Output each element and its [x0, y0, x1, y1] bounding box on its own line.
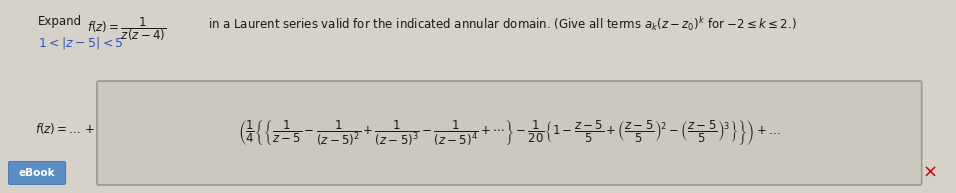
- Text: in a Laurent series valid for the indicated annular domain. (Give all terms $a_k: in a Laurent series valid for the indica…: [207, 15, 796, 33]
- Text: $f(z) = \dfrac{1}{z(z-4)}$: $f(z) = \dfrac{1}{z(z-4)}$: [87, 15, 166, 43]
- FancyBboxPatch shape: [97, 81, 922, 185]
- Text: $f(z) = \ldots\, +$: $f(z) = \ldots\, +$: [34, 120, 95, 135]
- Text: $\left(\dfrac{1}{4}\left\{\left\{\dfrac{1}{z-5} - \dfrac{1}{(z-5)^2} + \dfrac{1}: $\left(\dfrac{1}{4}\left\{\left\{\dfrac{…: [238, 118, 781, 148]
- Text: eBook: eBook: [19, 168, 55, 178]
- Text: Expand: Expand: [37, 15, 81, 28]
- Text: $\times$: $\times$: [923, 163, 937, 181]
- Text: $1 < |z-5| < 5$: $1 < |z-5| < 5$: [37, 35, 123, 51]
- FancyBboxPatch shape: [9, 162, 66, 185]
